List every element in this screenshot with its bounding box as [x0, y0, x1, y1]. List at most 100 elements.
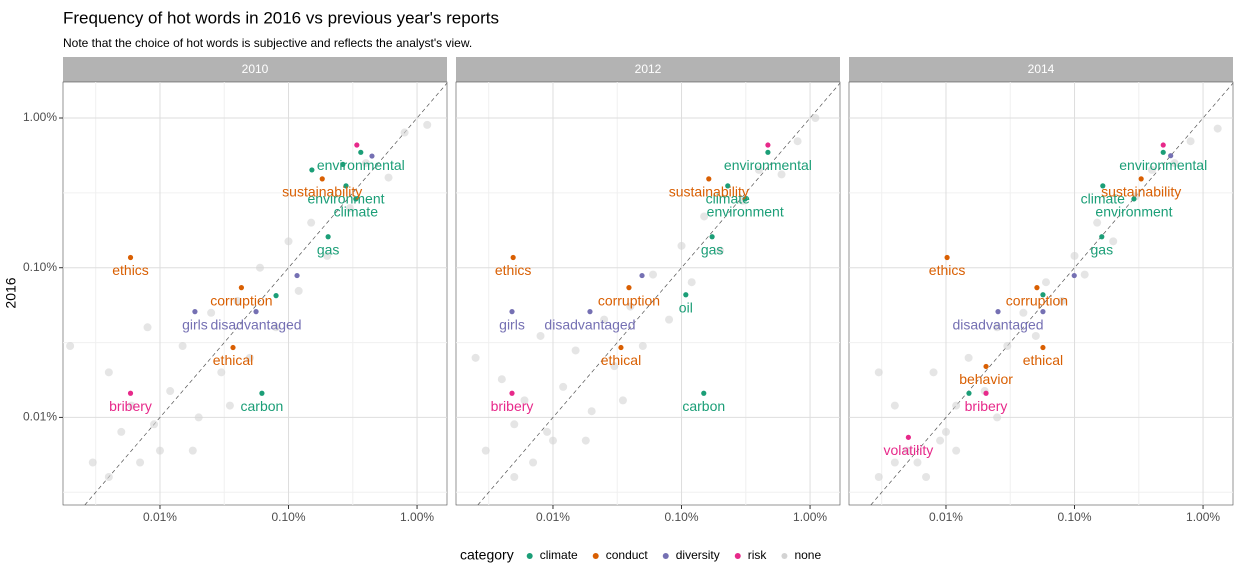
point: [323, 251, 332, 260]
point: [1168, 153, 1174, 159]
point-label: volatility: [883, 442, 933, 458]
y-axis-label: 2016: [3, 277, 19, 308]
x-tick-label: 1.00%: [400, 510, 434, 524]
point-label: corruption: [1006, 292, 1068, 308]
point: [1040, 344, 1046, 351]
point: [369, 153, 375, 159]
point: [600, 315, 609, 324]
point: [188, 446, 197, 455]
point: [587, 309, 593, 315]
point: [639, 272, 645, 279]
point-label: gas: [1091, 241, 1114, 257]
x-tick-label: 0.01%: [929, 510, 963, 524]
point-label: ethics: [929, 262, 966, 278]
point: [194, 413, 203, 422]
point: [742, 196, 748, 202]
point: [192, 309, 198, 315]
point: [136, 458, 145, 467]
point: [245, 353, 254, 362]
point: [127, 401, 136, 410]
point: [307, 218, 316, 227]
point: [1034, 285, 1040, 291]
point: [361, 159, 370, 168]
panel: [455, 81, 841, 506]
point: [709, 234, 715, 240]
point-label: gas: [701, 241, 724, 257]
point-label: disadvantaged: [952, 316, 1043, 332]
point: [1138, 176, 1144, 182]
point: [929, 368, 938, 377]
point: [1186, 137, 1195, 146]
strip-label: 2014: [1028, 62, 1055, 76]
point: [993, 323, 1002, 332]
point: [66, 341, 75, 350]
point-label: girls: [182, 316, 208, 332]
point: [225, 401, 234, 410]
point-label: oil: [679, 299, 693, 315]
point-label: ethical: [213, 352, 253, 368]
point: [353, 196, 359, 202]
point-label: environment: [707, 204, 784, 220]
point: [941, 427, 950, 436]
point: [1099, 234, 1105, 240]
point: [683, 292, 689, 298]
point: [890, 401, 899, 410]
legend-label: diversity: [676, 548, 720, 562]
point-label: bribery: [965, 398, 1008, 414]
point: [993, 413, 1002, 422]
point-label: corruption: [210, 292, 272, 308]
point: [510, 420, 519, 429]
point: [903, 446, 912, 455]
point: [1031, 331, 1040, 340]
point: [272, 323, 281, 332]
point: [230, 344, 236, 351]
point: [1080, 270, 1089, 279]
point: [1213, 124, 1222, 133]
point: [725, 183, 731, 189]
legend-label: climate: [540, 548, 578, 562]
point: [1041, 278, 1050, 287]
y-tick-label: 0.10%: [23, 260, 57, 274]
point-label: climate: [334, 204, 379, 220]
point: [150, 420, 159, 429]
point: [571, 346, 580, 355]
point: [233, 296, 242, 305]
point: [1040, 292, 1046, 298]
legend-label: risk: [748, 548, 768, 562]
point: [510, 472, 519, 481]
point: [700, 212, 709, 221]
point-label: carbon: [682, 398, 725, 414]
point: [618, 344, 624, 351]
point: [294, 286, 303, 295]
point: [995, 309, 1001, 315]
x-tick-label: 0.01%: [536, 510, 570, 524]
point: [1040, 309, 1046, 315]
point-label: environmental: [317, 157, 405, 173]
strip: [849, 57, 1233, 82]
point: [701, 390, 707, 396]
legend-key: [662, 553, 669, 559]
strip-label: 2010: [242, 62, 269, 76]
point-label: corruption: [598, 292, 660, 308]
point: [638, 341, 647, 350]
point: [143, 323, 152, 332]
legend-title: category: [460, 547, 514, 563]
point: [520, 396, 529, 405]
point: [936, 436, 945, 445]
identity-line: [84, 82, 447, 505]
point: [1170, 159, 1179, 168]
point: [273, 293, 279, 299]
legend-label: none: [794, 548, 821, 562]
point-label: environmental: [724, 157, 812, 173]
point: [1147, 165, 1156, 174]
point: [325, 234, 331, 240]
point-label: environmental: [1119, 157, 1207, 173]
point: [340, 161, 346, 167]
point: [1131, 196, 1137, 202]
point: [874, 368, 883, 377]
point: [259, 390, 265, 396]
point: [294, 272, 300, 279]
